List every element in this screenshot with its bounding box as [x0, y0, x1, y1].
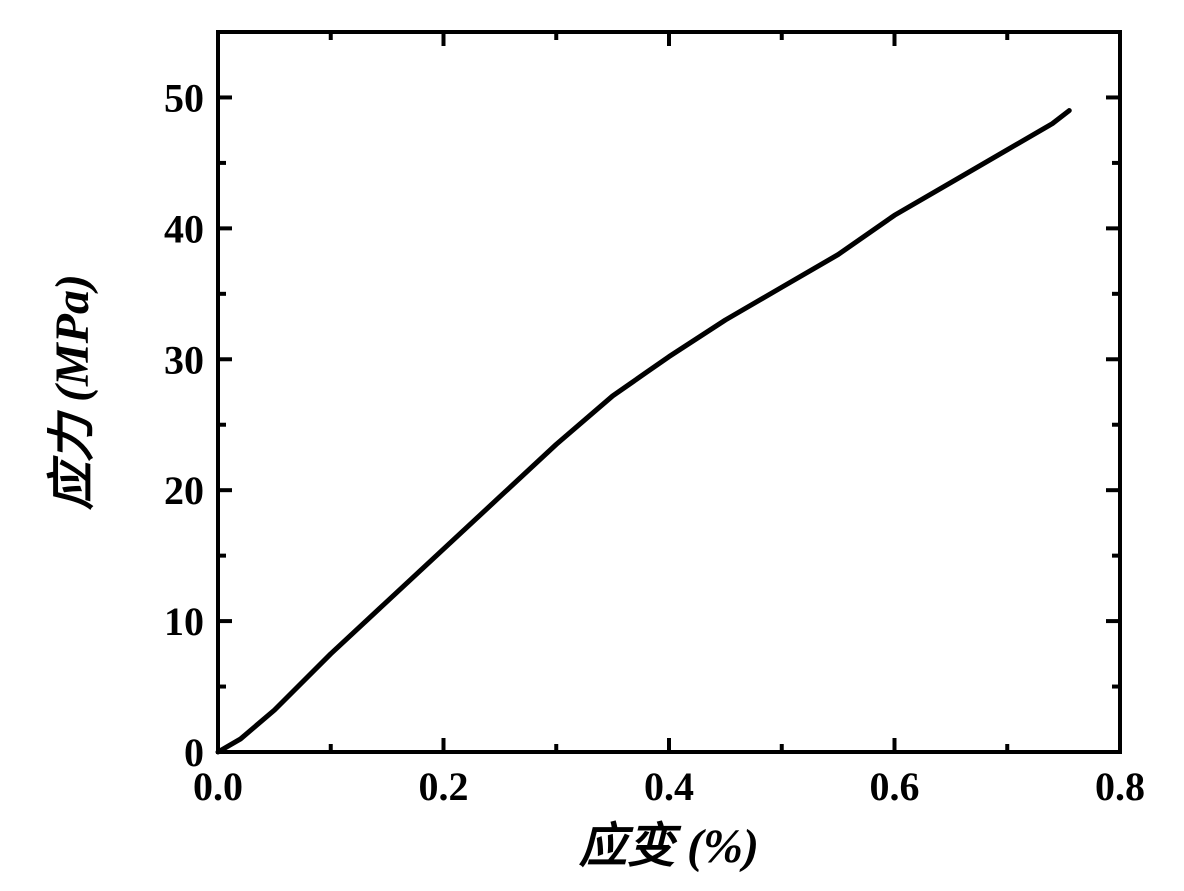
- plot-frame: [218, 32, 1120, 752]
- x-tick-label: 0.4: [644, 764, 694, 809]
- y-tick-label: 10: [164, 599, 204, 644]
- y-tick-label: 0: [184, 730, 204, 775]
- x-tick-label: 0.6: [870, 764, 920, 809]
- stress-strain-chart: 0.00.20.40.60.801020304050应变 (%)应力 (MPa): [0, 0, 1184, 891]
- stress-strain-line: [218, 111, 1069, 752]
- x-tick-label: 0.8: [1095, 764, 1145, 809]
- y-tick-label: 30: [164, 337, 204, 382]
- x-axis-label: 应变 (%): [579, 820, 759, 873]
- y-tick-label: 50: [164, 75, 204, 120]
- y-axis-label: 应力 (MPa): [46, 274, 99, 510]
- chart-container: 0.00.20.40.60.801020304050应变 (%)应力 (MPa): [0, 0, 1184, 891]
- y-tick-label: 20: [164, 468, 204, 513]
- y-tick-label: 40: [164, 206, 204, 251]
- x-tick-label: 0.2: [419, 764, 469, 809]
